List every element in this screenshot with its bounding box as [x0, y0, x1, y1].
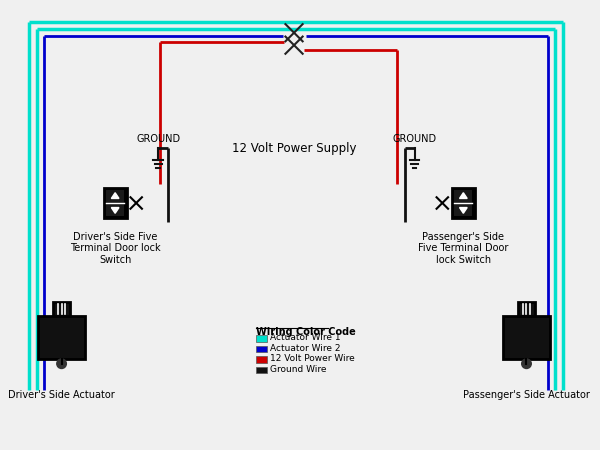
Bar [452, 188, 475, 218]
Bar [256, 346, 267, 352]
Bar [106, 190, 124, 216]
Text: Passenger's Side
Five Terminal Door
lock Switch: Passenger's Side Five Terminal Door lock… [418, 232, 509, 265]
Bar [256, 367, 267, 373]
Text: Actuator Wire 1: Actuator Wire 1 [270, 333, 341, 342]
Text: Wiring Color Code: Wiring Color Code [256, 327, 356, 338]
Polygon shape [460, 193, 467, 198]
Bar [53, 302, 70, 316]
Polygon shape [460, 207, 467, 213]
Polygon shape [112, 193, 119, 198]
Bar [454, 190, 472, 216]
Text: Ground Wire: Ground Wire [270, 365, 326, 374]
Bar [518, 302, 535, 316]
Circle shape [522, 359, 531, 369]
Bar [256, 356, 267, 363]
Text: Actuator Wire 2: Actuator Wire 2 [270, 344, 341, 353]
Text: Passenger's Side Actuator: Passenger's Side Actuator [463, 390, 590, 400]
Text: GROUND: GROUND [136, 134, 180, 144]
Circle shape [57, 359, 67, 369]
Bar [104, 188, 127, 218]
Bar [256, 335, 267, 342]
Text: 12 Volt Power Supply: 12 Volt Power Supply [232, 142, 356, 155]
Text: Driver's Side Five
Terminal Door lock
Switch: Driver's Side Five Terminal Door lock Sw… [70, 232, 160, 265]
Text: Driver's Side Actuator: Driver's Side Actuator [8, 390, 115, 400]
Bar [38, 316, 85, 359]
Polygon shape [112, 207, 119, 213]
Text: GROUND: GROUND [392, 134, 437, 144]
Text: 12 Volt Power Wire: 12 Volt Power Wire [270, 355, 355, 364]
Bar [503, 316, 550, 359]
